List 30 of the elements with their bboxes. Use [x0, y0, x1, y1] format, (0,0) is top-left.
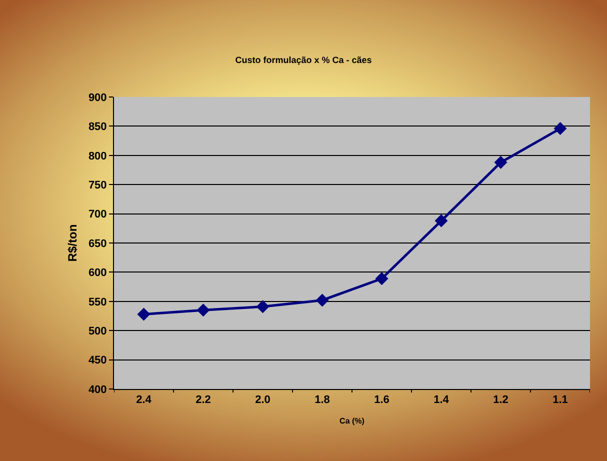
y-tick-label: 500 [88, 325, 107, 338]
y-tick-label: 650 [88, 238, 107, 250]
y-tick-label: 600 [88, 267, 107, 280]
point [434, 214, 448, 228]
y-tick-label: 700 [88, 208, 107, 221]
point [316, 294, 329, 307]
y-tick-label: 800 [88, 150, 107, 162]
x-tick-label: 1.1 [552, 394, 568, 406]
chart-title: Custo formulação x % Ca - cães [235, 55, 372, 66]
x-tick-label: 1.8 [314, 394, 330, 406]
point [137, 308, 150, 321]
y-tick-label: 850 [88, 121, 107, 134]
point [494, 156, 508, 169]
x-tick-label: 1.4 [434, 394, 450, 406]
y-tick-label: 450 [88, 354, 107, 367]
x-tick-label: 2.2 [196, 394, 211, 406]
point [256, 300, 270, 314]
y-tick-label: 750 [88, 179, 107, 192]
x-tick-label: 2.4 [136, 394, 152, 406]
y-tick-label: 400 [88, 384, 107, 396]
point [196, 304, 210, 317]
y-tick-label: 900 [88, 92, 107, 104]
x-tick-label: 1.6 [374, 394, 390, 406]
x-tick-label: 1.2 [493, 394, 508, 406]
point [554, 122, 567, 136]
point [375, 272, 388, 286]
x-axis-title: Ca (%) [340, 416, 365, 426]
y-tick-label: 550 [88, 296, 107, 308]
x-tick-label: 2.0 [255, 394, 270, 406]
y-axis-title: R$/ton [66, 224, 80, 262]
